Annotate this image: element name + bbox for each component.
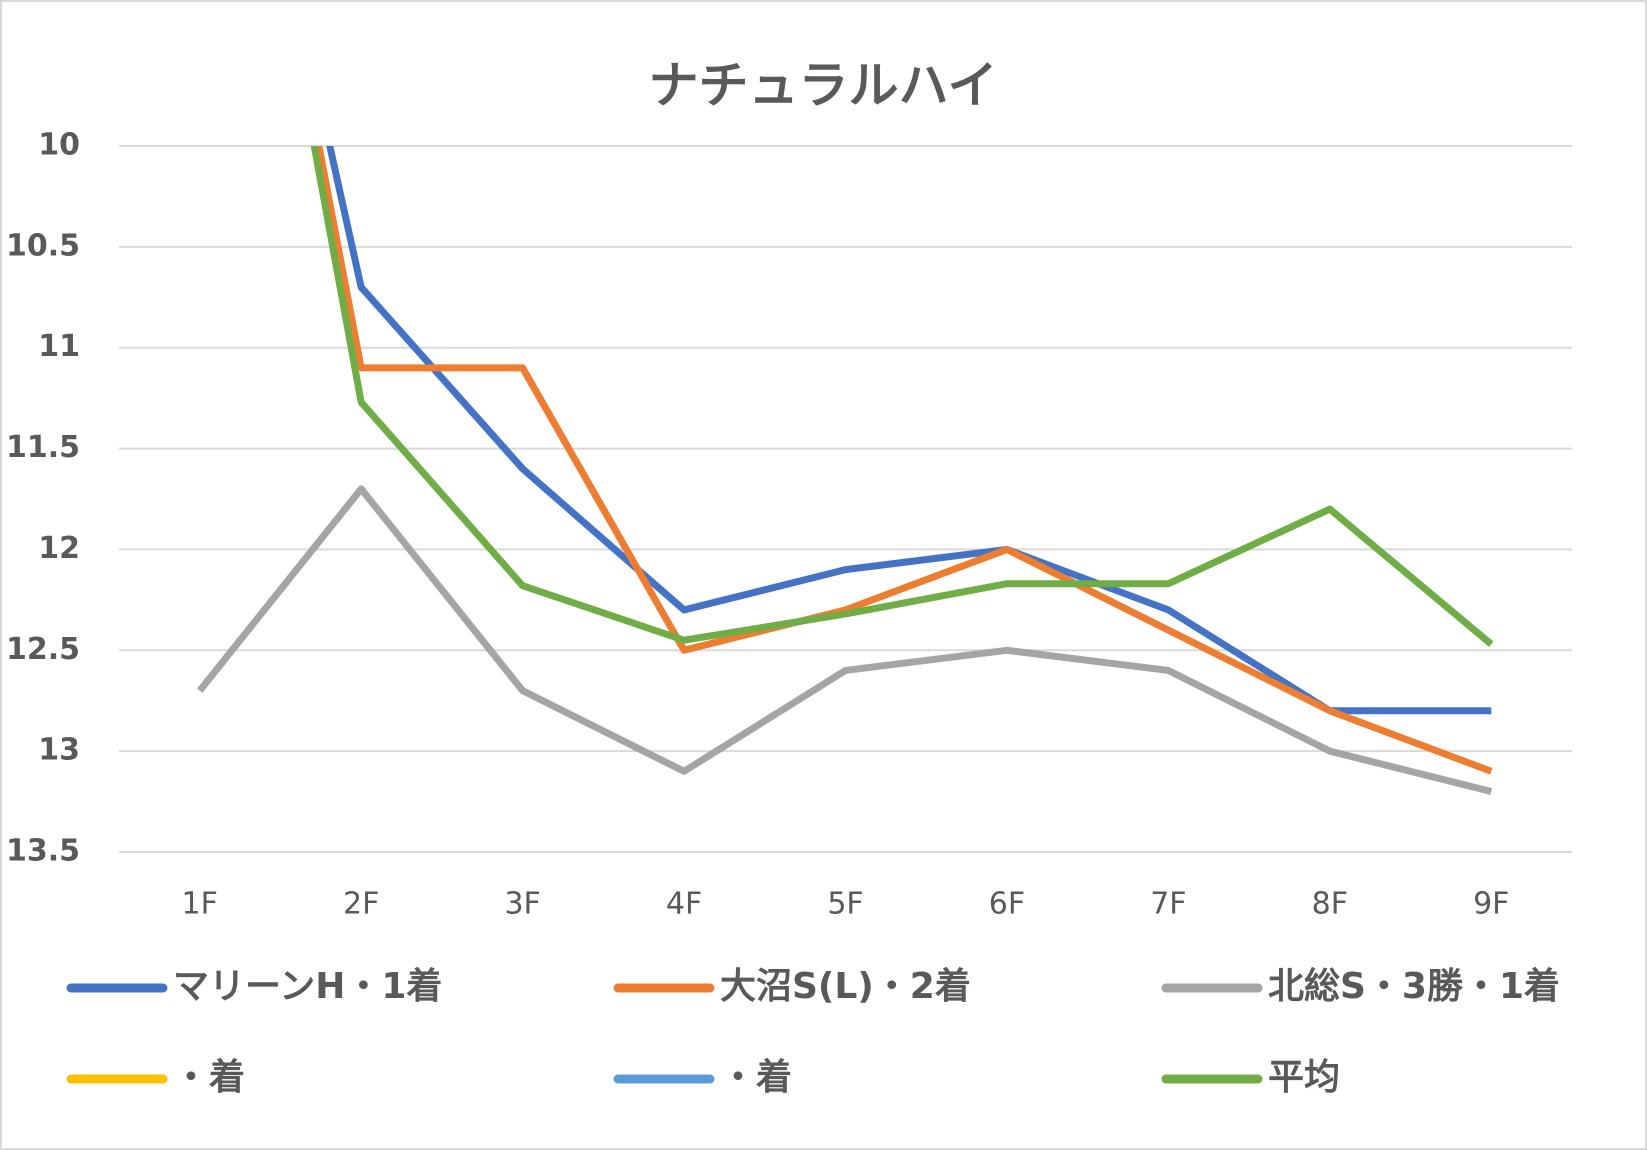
y-tick-label: 10.5 <box>6 228 80 263</box>
y-tick-label: 11.5 <box>6 430 80 465</box>
chart-title: ナチュラルハイ <box>649 57 998 115</box>
series-line <box>196 485 1493 795</box>
x-tick-label: 7F <box>1150 887 1186 922</box>
x-tick-label: 5F <box>827 887 863 922</box>
series-line <box>315 146 1493 775</box>
legend-label: ・着 <box>720 1057 792 1098</box>
x-tick-label: 1F <box>182 887 218 922</box>
legend-label: 大沼S(L)・2着 <box>720 966 971 1007</box>
x-tick-label: 6F <box>989 887 1025 922</box>
y-tick-label: 13 <box>38 733 80 768</box>
plot-area <box>196 146 1494 795</box>
x-tick-label: 4F <box>666 887 702 922</box>
y-tick-label: 11 <box>38 329 80 364</box>
x-tick-label: 8F <box>1312 887 1348 922</box>
y-tick-label: 10 <box>38 128 80 163</box>
legend-label: 平均 <box>1268 1057 1340 1098</box>
x-tick-label: 2F <box>343 887 379 922</box>
series-line <box>326 146 1492 715</box>
y-tick-label: 13.5 <box>6 834 80 869</box>
y-tick-label: 12 <box>38 531 80 566</box>
legend-label: ・着 <box>173 1057 245 1098</box>
legend-label: 北総S・3勝・1着 <box>1268 966 1560 1007</box>
x-tick-label: 3F <box>504 887 540 922</box>
legend-label: マリーンH・1着 <box>173 966 442 1007</box>
series-line <box>310 146 1494 647</box>
x-tick-label: 9F <box>1473 887 1509 922</box>
y-tick-label: 12.5 <box>6 632 80 667</box>
